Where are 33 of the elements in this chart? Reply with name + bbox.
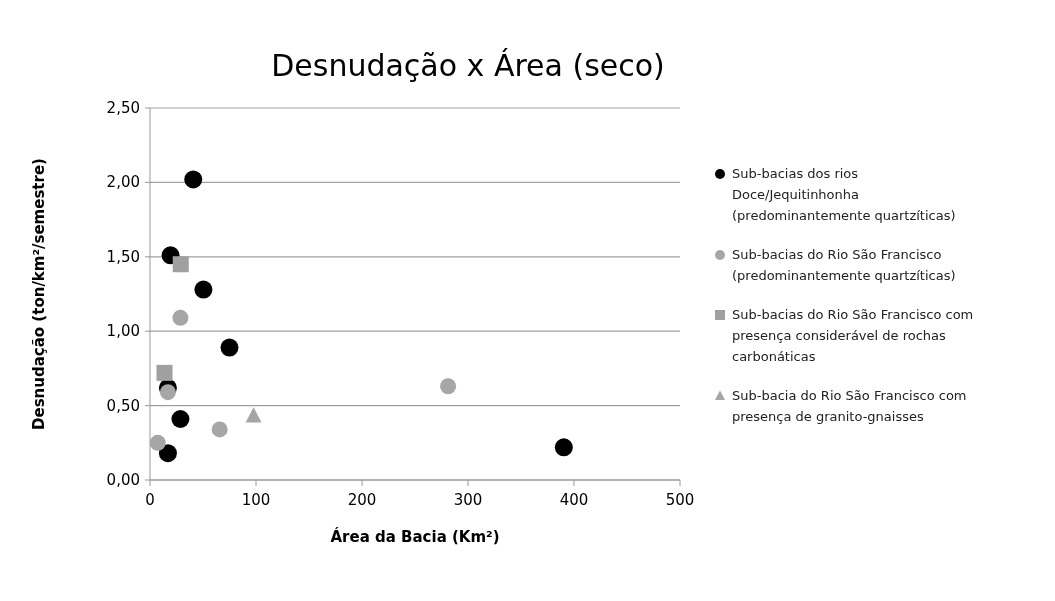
point bbox=[211, 421, 228, 438]
legend-label: Sub-bacias dos rios Doce/Jequitinhonha (predominantemente quartzíticas) bbox=[732, 166, 956, 223]
x-tick-label: 100 bbox=[241, 491, 271, 509]
point bbox=[554, 438, 573, 457]
x-axis-title: Área da Bacia (Km²) bbox=[330, 527, 500, 546]
point bbox=[159, 384, 176, 401]
y-tick-label: 2,00 bbox=[106, 173, 140, 192]
y-tick-label: 1,00 bbox=[106, 322, 140, 341]
point bbox=[220, 338, 239, 357]
legend-label: Sub-bacias do Rio São Francisco com presença considerável de rochas carbonáticas bbox=[732, 307, 974, 364]
x-tick-label: 200 bbox=[347, 491, 377, 509]
y-axis-title: Desnudação (ton/km²/semestre) bbox=[30, 158, 48, 430]
point bbox=[194, 280, 213, 299]
point bbox=[171, 409, 190, 428]
x-tick-label: 0 bbox=[145, 491, 155, 509]
point bbox=[172, 309, 189, 326]
point bbox=[184, 170, 203, 189]
x-tick-label: 500 bbox=[665, 491, 695, 509]
point bbox=[440, 378, 457, 395]
chart-title: Desnudação x Área (seco) bbox=[271, 48, 665, 83]
y-tick-label: 0,50 bbox=[106, 396, 140, 415]
x-tick-label: 400 bbox=[559, 491, 589, 509]
legend-label: Sub-bacias do Rio São Francisco (predominantemente quartzíticas) bbox=[732, 247, 956, 283]
x-tick-label: 300 bbox=[453, 491, 483, 509]
y-tick-label: 0,00 bbox=[106, 471, 140, 489]
y-tick-label: 2,50 bbox=[106, 99, 140, 117]
point bbox=[245, 407, 262, 423]
point bbox=[158, 444, 177, 463]
y-tick-label: 1,50 bbox=[106, 247, 140, 266]
legend-label: Sub-bacia do Rio São Francisco com presença de granito-gnaisses bbox=[732, 388, 967, 424]
point bbox=[172, 256, 189, 273]
point bbox=[149, 434, 166, 451]
point bbox=[156, 364, 173, 381]
